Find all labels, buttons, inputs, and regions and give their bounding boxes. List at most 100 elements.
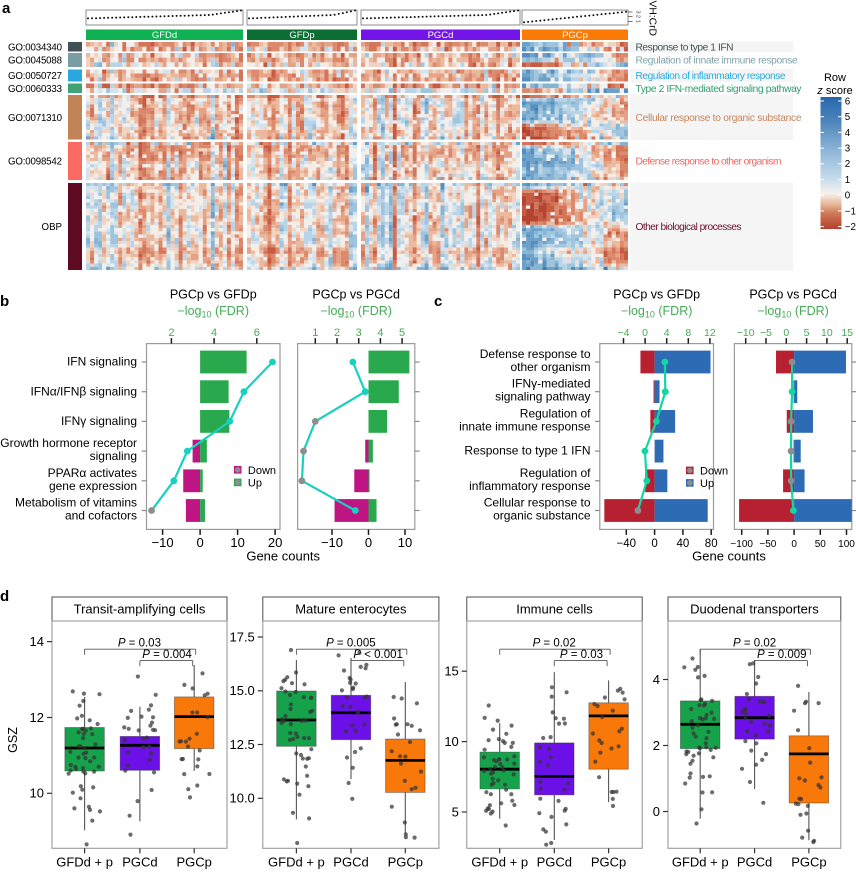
- svg-text:2: 2: [653, 738, 660, 753]
- svg-text:50: 50: [815, 539, 827, 550]
- svg-text:GO:0045088: GO:0045088: [8, 56, 62, 67]
- svg-text:PGCp vs PGCd: PGCp vs PGCd: [312, 287, 400, 301]
- svg-text:Up: Up: [248, 477, 262, 489]
- svg-text:P = 0.02: P = 0.02: [533, 638, 576, 650]
- svg-text:100: 100: [838, 539, 855, 550]
- svg-text:GFDd + p: GFDd + p: [268, 855, 325, 870]
- svg-text:signaling pathway: signaling pathway: [495, 390, 590, 404]
- svg-text:4: 4: [377, 327, 383, 339]
- svg-text:0: 0: [653, 804, 660, 819]
- svg-text:PGCp: PGCp: [562, 30, 588, 41]
- svg-text:−log10 (FDR): −log10 (FDR): [178, 304, 250, 320]
- svg-text:PGCp vs GFDp: PGCp vs GFDp: [613, 287, 700, 301]
- svg-text:Regulation of inflammatory res: Regulation of inflammatory response: [636, 71, 786, 82]
- svg-text:Metabolism of vitamins: Metabolism of vitamins: [15, 496, 137, 510]
- svg-text:Down: Down: [700, 465, 728, 477]
- svg-text:Defense response to other orga: Defense response to other organism: [636, 157, 782, 168]
- svg-text:−2: −2: [845, 222, 856, 233]
- svg-text:12: 12: [704, 327, 716, 339]
- svg-text:Defense response to: Defense response to: [480, 347, 591, 361]
- svg-text:Up: Up: [700, 478, 714, 490]
- svg-text:15: 15: [841, 327, 853, 339]
- svg-text:d: d: [0, 588, 9, 605]
- svg-text:10: 10: [30, 786, 44, 801]
- svg-text:IFNα/IFNβ signaling: IFNα/IFNβ signaling: [30, 384, 137, 398]
- svg-text:Other biological processes: Other biological processes: [636, 222, 742, 233]
- svg-text:innate immune response: innate immune response: [459, 419, 591, 433]
- svg-text:other organism: other organism: [510, 360, 590, 374]
- svg-text:PGCp: PGCp: [176, 855, 211, 870]
- svg-text:Type 2 IFN-mediated signaling: Type 2 IFN-mediated signaling pathway: [636, 84, 803, 95]
- svg-text:−10: −10: [152, 535, 174, 550]
- svg-text:−log10 (FDR): −log10 (FDR): [621, 304, 693, 320]
- svg-text:2: 2: [334, 327, 340, 339]
- svg-text:z score: z score: [816, 85, 852, 97]
- svg-text:a: a: [2, 0, 11, 17]
- svg-text:OBP: OBP: [42, 222, 62, 233]
- svg-text:Duodenal transporters: Duodenal transporters: [690, 602, 819, 617]
- svg-text:GFDd + p: GFDd + p: [471, 855, 528, 870]
- svg-text:0: 0: [845, 191, 851, 202]
- svg-text:P = 0.004: P = 0.004: [142, 649, 192, 661]
- svg-text:signaling: signaling: [90, 449, 137, 463]
- svg-text:c: c: [434, 293, 442, 310]
- svg-text:1: 1: [635, 20, 641, 23]
- svg-text:PGCd: PGCd: [333, 855, 368, 870]
- svg-text:Gene counts: Gene counts: [246, 549, 320, 564]
- svg-text:GFDp: GFDp: [289, 30, 314, 41]
- svg-text:0: 0: [196, 535, 203, 550]
- svg-text:10.0: 10.0: [229, 791, 254, 806]
- svg-text:gene expression: gene expression: [49, 479, 137, 493]
- svg-text:Mature enterocytes: Mature enterocytes: [295, 602, 407, 617]
- svg-text:PGCp vs GFDp: PGCp vs GFDp: [170, 287, 257, 301]
- svg-text:Regulation of: Regulation of: [520, 466, 591, 480]
- svg-text:GFDd + p: GFDd + p: [672, 855, 729, 870]
- svg-text:GSZ: GSZ: [6, 727, 20, 753]
- svg-text:5: 5: [845, 112, 851, 123]
- svg-text:Immune cells: Immune cells: [516, 602, 593, 617]
- svg-text:3: 3: [845, 144, 851, 155]
- svg-text:4: 4: [211, 327, 217, 339]
- svg-text:−40: −40: [617, 538, 637, 550]
- svg-text:PGCp: PGCp: [791, 855, 826, 870]
- svg-text:Down: Down: [248, 465, 276, 477]
- svg-text:and cofactors: and cofactors: [65, 509, 137, 523]
- svg-text:Response to type 1 IFN: Response to type 1 IFN: [636, 42, 734, 53]
- svg-text:17.5: 17.5: [229, 629, 254, 644]
- svg-text:0: 0: [651, 538, 657, 550]
- svg-text:5: 5: [804, 327, 810, 339]
- svg-text:P = 0.009: P = 0.009: [757, 649, 807, 661]
- svg-text:8: 8: [685, 327, 691, 339]
- svg-text:IFNγ-mediated: IFNγ-mediated: [512, 377, 591, 391]
- svg-text:6: 6: [845, 96, 851, 107]
- svg-text:Cellular response to: Cellular response to: [484, 496, 591, 510]
- svg-text:GO:0098542: GO:0098542: [8, 157, 62, 168]
- svg-text:2: 2: [635, 15, 641, 18]
- svg-text:PGCp: PGCp: [591, 855, 626, 870]
- svg-text:1: 1: [312, 327, 318, 339]
- svg-text:Transit-amplifying cells: Transit-amplifying cells: [74, 602, 206, 617]
- svg-text:−100: −100: [730, 539, 753, 550]
- svg-text:PGCp vs PGCd: PGCp vs PGCd: [749, 287, 837, 301]
- svg-text:−log10 (FDR): −log10 (FDR): [320, 304, 392, 320]
- svg-text:−4: −4: [618, 327, 630, 339]
- svg-text:40: 40: [677, 538, 690, 550]
- svg-text:P = 0.005: P = 0.005: [326, 638, 376, 650]
- svg-text:3: 3: [635, 10, 641, 13]
- svg-text:Response to type 1 IFN: Response to type 1 IFN: [464, 444, 590, 458]
- svg-text:0: 0: [642, 327, 648, 339]
- svg-text:PGCd: PGCd: [122, 855, 157, 870]
- svg-text:15.0: 15.0: [229, 683, 254, 698]
- svg-text:−5: −5: [760, 327, 772, 339]
- svg-text:14: 14: [30, 634, 44, 649]
- svg-text:GFDd: GFDd: [152, 30, 177, 41]
- svg-text:b: b: [0, 293, 9, 310]
- svg-text:Gene counts: Gene counts: [692, 549, 766, 564]
- svg-text:15: 15: [444, 664, 458, 679]
- svg-text:PPARα activates: PPARα activates: [48, 466, 137, 480]
- svg-text:4: 4: [653, 672, 660, 687]
- svg-text:Regulation of innate immune re: Regulation of innate immune response: [636, 56, 798, 67]
- svg-text:IFNγ signaling: IFNγ signaling: [61, 414, 137, 428]
- svg-text:Row: Row: [824, 72, 846, 84]
- svg-text:PGCp: PGCp: [388, 855, 423, 870]
